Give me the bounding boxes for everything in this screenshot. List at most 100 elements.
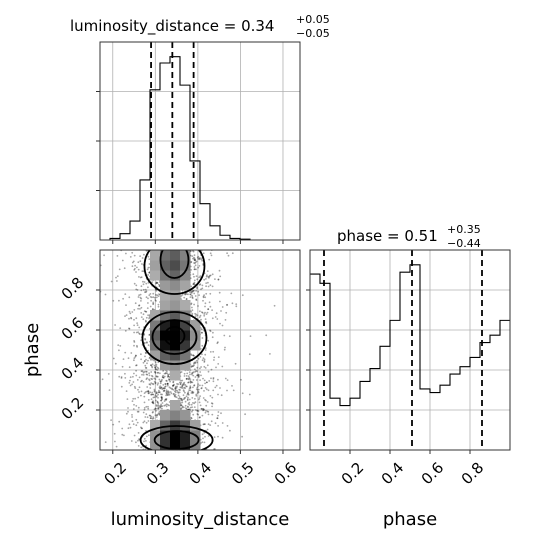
scatter-point xyxy=(104,293,107,296)
scatter-point xyxy=(139,333,141,335)
density-cell xyxy=(150,320,161,331)
phase-hist-grid xyxy=(310,250,510,450)
scatter-point xyxy=(187,391,190,393)
scatter-point xyxy=(147,389,150,392)
scatter-point xyxy=(211,273,214,276)
scatter-point xyxy=(191,392,194,395)
scatter-point xyxy=(178,391,181,394)
scatter-point xyxy=(152,396,155,399)
scatter-point xyxy=(110,280,113,283)
scatter-point xyxy=(210,377,212,380)
scatter-point xyxy=(166,393,168,395)
scatter-point xyxy=(164,385,167,388)
joint-contours xyxy=(139,250,214,450)
scatter-point xyxy=(151,382,154,385)
density-cell xyxy=(170,250,181,261)
scatter-point xyxy=(148,434,150,437)
scatter-point xyxy=(135,424,138,427)
scatter-point xyxy=(167,404,169,406)
scatter-point xyxy=(203,408,206,411)
scatter-point xyxy=(226,303,229,306)
scatter-point xyxy=(126,398,129,400)
scatter-point xyxy=(162,376,165,379)
scatter-point xyxy=(189,406,192,409)
title-phase-minus: −0.44 xyxy=(447,237,481,250)
scatter-point xyxy=(135,418,138,421)
scatter-point xyxy=(143,395,146,398)
scatter-point xyxy=(193,406,196,408)
scatter-point xyxy=(147,407,150,410)
scatter-point xyxy=(200,387,203,390)
scatter-point xyxy=(104,441,107,443)
scatter-point xyxy=(125,390,128,392)
scatter-point xyxy=(196,278,199,281)
scatter-point xyxy=(140,297,143,300)
scatter-point xyxy=(151,308,154,311)
scatter-point xyxy=(205,399,207,402)
scatter-point xyxy=(132,260,135,263)
scatter-point xyxy=(145,373,148,376)
scatter-point xyxy=(184,293,187,296)
scatter-point xyxy=(214,448,216,450)
scatter-point xyxy=(143,360,146,362)
density-cell xyxy=(170,300,181,311)
scatter-point xyxy=(151,378,154,381)
scatter-point xyxy=(121,365,124,368)
title-lum-minus: −0.05 xyxy=(296,27,330,40)
scatter-point xyxy=(193,364,195,367)
scatter-point xyxy=(131,414,133,416)
scatter-point xyxy=(178,396,181,398)
scatter-point xyxy=(156,375,159,378)
scatter-point xyxy=(214,386,217,389)
scatter-point xyxy=(189,296,192,298)
scatter-point xyxy=(199,395,202,397)
scatter-point xyxy=(200,328,203,331)
scatter-point xyxy=(154,366,157,369)
scatter-point xyxy=(147,392,150,395)
scatter-point xyxy=(181,387,184,389)
scatter-point xyxy=(221,365,224,368)
scatter-point xyxy=(144,416,147,418)
scatter-point xyxy=(146,362,148,365)
density-cell xyxy=(160,280,171,291)
scatter-point xyxy=(201,311,204,314)
scatter-point xyxy=(185,407,187,409)
scatter-point xyxy=(179,383,182,385)
scatter-point xyxy=(211,317,214,320)
scatter-point xyxy=(187,403,190,405)
scatter-point xyxy=(160,403,163,406)
scatter-point xyxy=(211,336,214,339)
scatter-point xyxy=(202,408,204,410)
scatter-point xyxy=(194,261,197,264)
scatter-point xyxy=(137,261,140,264)
scatter-point xyxy=(204,398,206,401)
scatter-point xyxy=(155,368,158,371)
scatter-point xyxy=(214,278,216,280)
scatter-point xyxy=(165,392,168,395)
scatter-point xyxy=(157,382,160,385)
scatter-point xyxy=(172,384,175,387)
scatter-point xyxy=(168,391,170,394)
scatter-point xyxy=(127,410,129,413)
scatter-point xyxy=(197,410,200,413)
scatter-point xyxy=(151,417,154,420)
scatter-point xyxy=(174,395,176,397)
scatter-point xyxy=(196,366,199,369)
scatter-point xyxy=(217,414,219,417)
scatter-point xyxy=(182,406,185,409)
scatter-point xyxy=(197,385,199,387)
scatter-point xyxy=(133,282,136,285)
density-cell xyxy=(170,370,181,381)
scatter-point xyxy=(190,381,193,384)
scatter-point xyxy=(124,330,127,332)
scatter-point xyxy=(131,416,134,418)
scatter-point xyxy=(129,384,132,387)
scatter-point xyxy=(157,371,160,374)
scatter-point xyxy=(133,331,136,334)
scatter-point xyxy=(203,361,206,363)
scatter-point xyxy=(112,357,115,360)
scatter-point xyxy=(195,393,198,396)
scatter-point xyxy=(198,276,201,279)
scatter-point xyxy=(168,393,171,396)
scatter-point xyxy=(140,306,143,309)
